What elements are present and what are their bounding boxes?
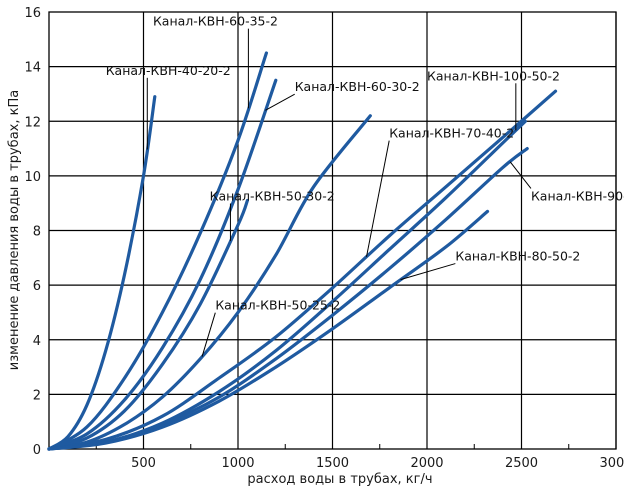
series-label-5: Канал-КВН-70-40-2 <box>389 126 514 141</box>
series-line-8 <box>47 209 490 451</box>
series-label-1: Канал-КВН-60-35-2 <box>153 14 278 29</box>
x-axis-label: расход воды в трубах, кг/ч <box>247 472 432 487</box>
series-line-4 <box>47 114 372 451</box>
series-label-0: Канал-КВН-40-20-2 <box>106 63 231 78</box>
y-tick-label: 0 <box>33 443 41 458</box>
series-label-6: Канал-КВН-100-50-2 <box>427 68 560 83</box>
leader-line-2 <box>265 93 295 111</box>
series-line-2 <box>47 78 278 451</box>
x-tick-label: 2000 <box>410 456 443 471</box>
series-line-5 <box>47 89 558 451</box>
y-tick-label: 14 <box>24 61 41 76</box>
leader-line-5 <box>366 140 390 257</box>
y-tick-label: 16 <box>24 6 41 21</box>
x-tick-label: 1000 <box>221 456 254 471</box>
series-line-7 <box>47 147 529 451</box>
y-tick-label: 6 <box>33 279 41 294</box>
y-tick-label: 8 <box>33 225 41 240</box>
leader-line-7 <box>509 161 532 189</box>
series-line-1 <box>47 51 268 451</box>
y-axis-label: изменение давления воды в трубах, кПа <box>7 90 22 370</box>
series-label-7: Канал-КВН-90-50-2 <box>531 188 624 203</box>
x-tick-label: 2500 <box>505 456 538 471</box>
series-line-0 <box>47 95 157 451</box>
series-label-8: Канал-КВН-80-50-2 <box>455 249 580 264</box>
leader-line-8 <box>400 263 456 281</box>
series-line-3 <box>47 198 249 451</box>
curves <box>47 51 558 451</box>
y-tick-label: 10 <box>24 170 41 185</box>
y-tick-label: 4 <box>33 334 41 349</box>
leader-line-4 <box>201 312 216 357</box>
y-tick-label: 2 <box>33 388 41 403</box>
x-tick-label: 1500 <box>316 456 349 471</box>
series-label-3: Канал-КВН-50-30-2 <box>210 188 335 203</box>
series-label-4: Канал-КВН-50-25-2 <box>215 298 340 313</box>
annotations: Канал-КВН-40-20-2 Канал-КВН-60-35-2 Канал-… <box>106 14 624 357</box>
series-label-2: Канал-КВН-60-30-2 <box>295 79 420 94</box>
y-tick-label: 12 <box>24 115 41 130</box>
x-tick-label: 500 <box>131 456 156 471</box>
